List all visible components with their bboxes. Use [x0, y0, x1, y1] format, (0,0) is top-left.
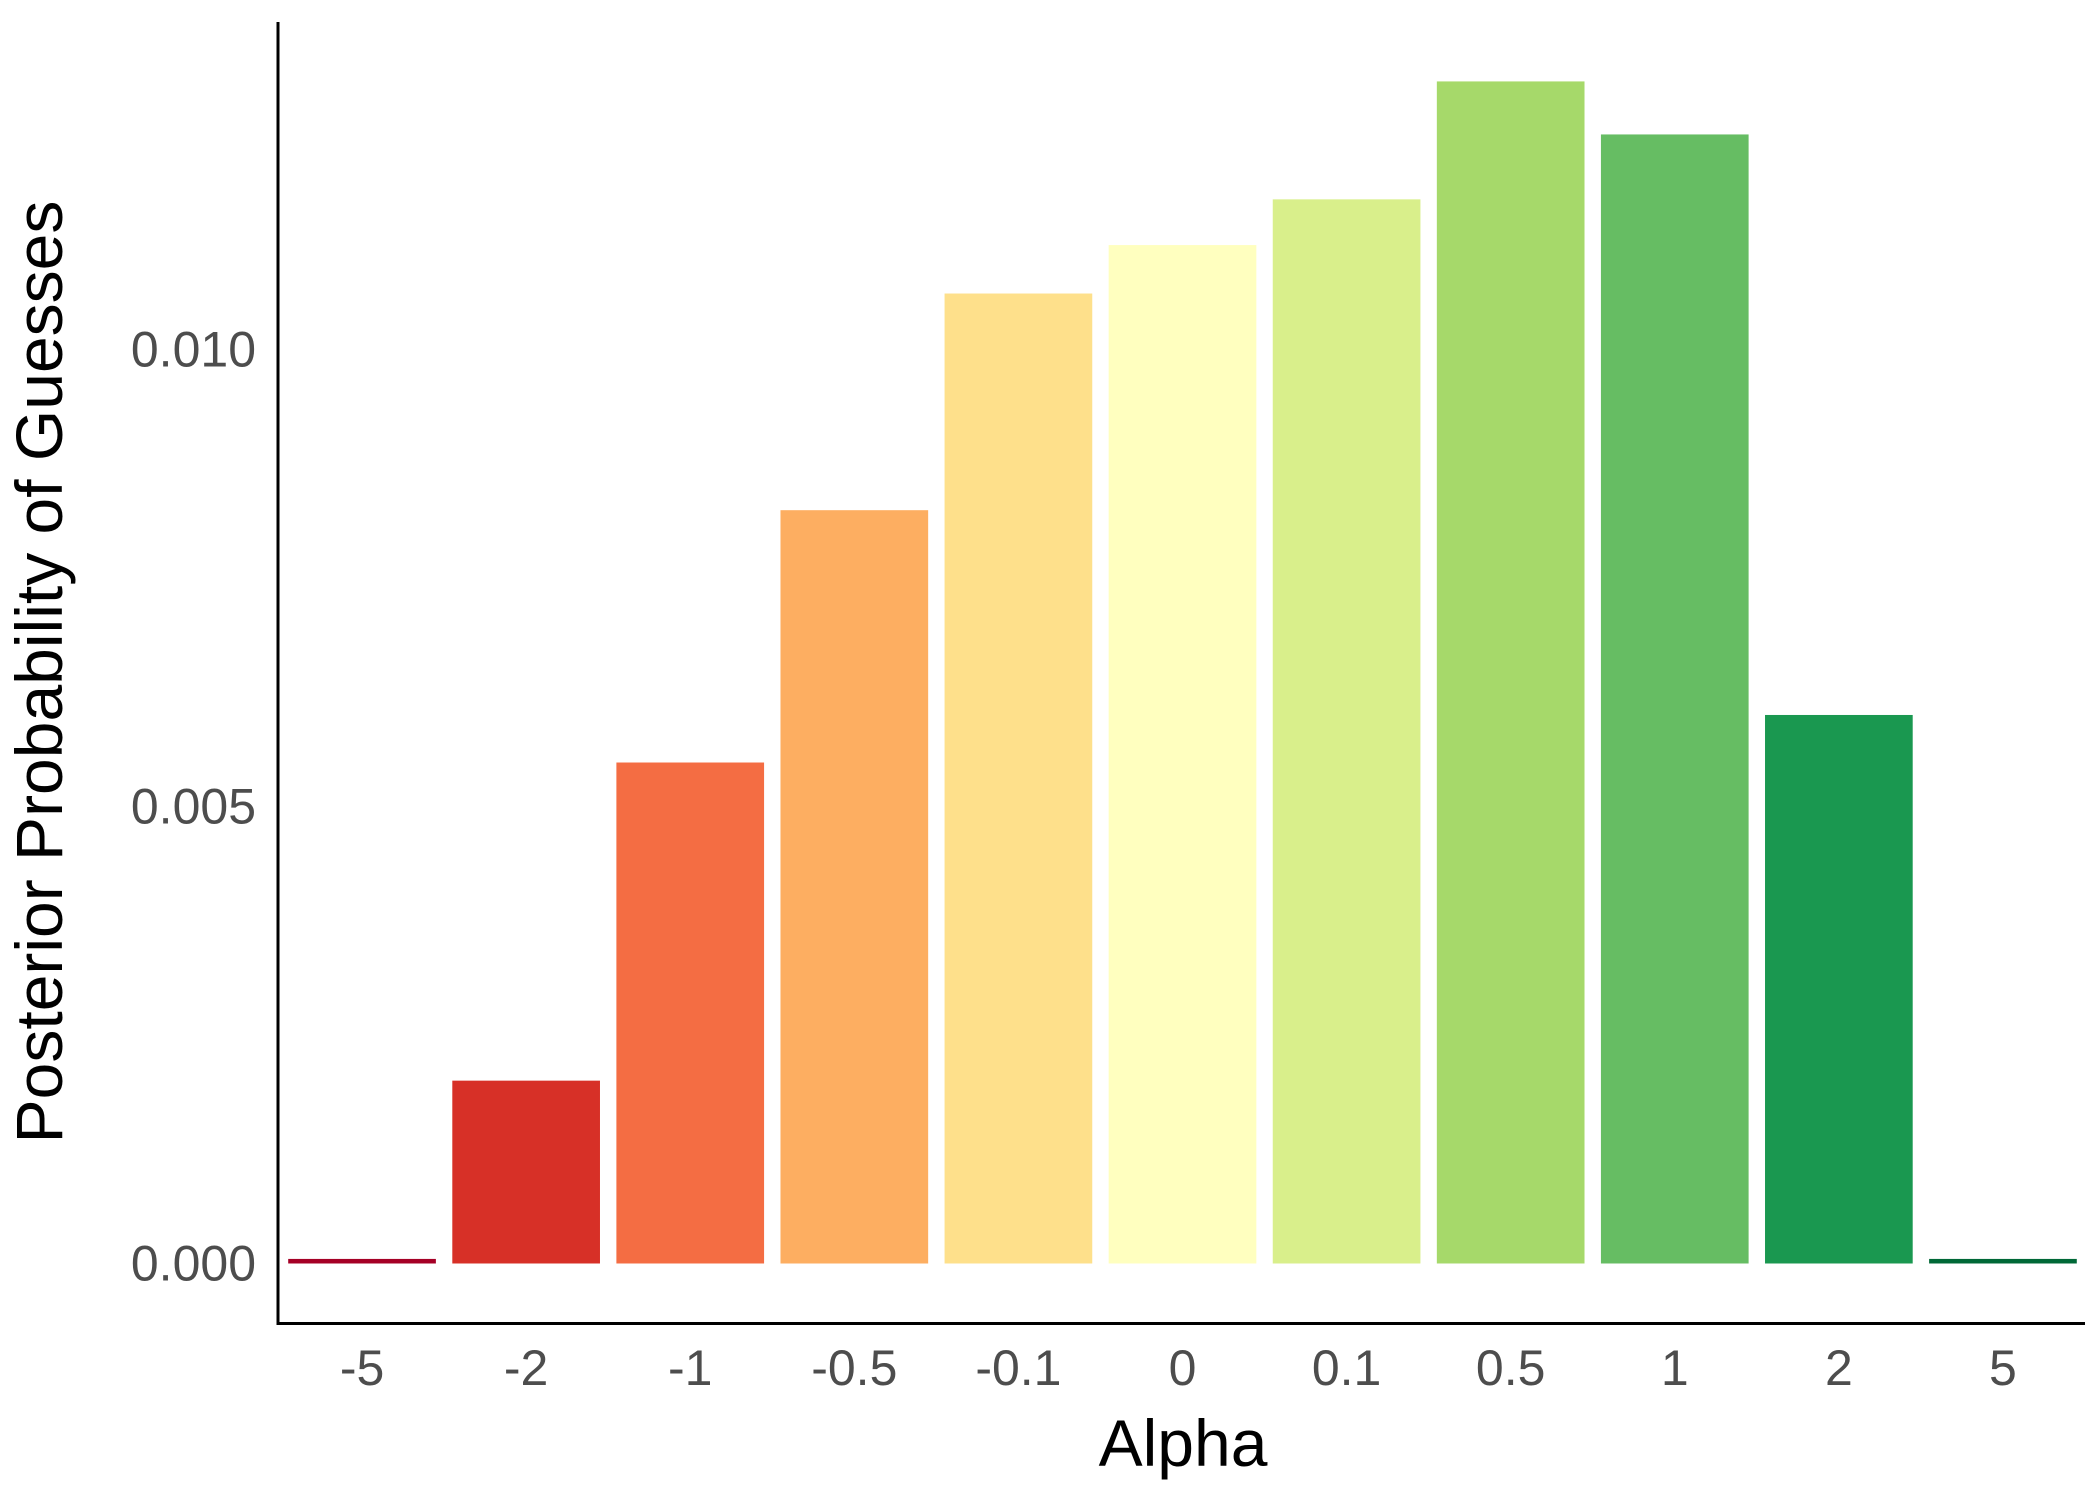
bar--2 [452, 1080, 600, 1264]
x-tick-label: 2 [1825, 1340, 1853, 1396]
x-tick-label: 0 [1169, 1340, 1197, 1396]
x-tick-label: -2 [504, 1340, 548, 1396]
bars-group [288, 81, 2077, 1264]
bar--0.1 [944, 293, 1093, 1264]
y-tick-label: 0.005 [131, 778, 256, 834]
bar--0.5 [780, 510, 929, 1264]
bar--5 [288, 1258, 436, 1264]
x-tick-label: -0.1 [975, 1340, 1061, 1396]
bar-0.5 [1436, 81, 1585, 1264]
x-tick-label: 0.1 [1312, 1340, 1382, 1396]
bar-5 [1929, 1258, 2077, 1264]
y-tick-label: 0.010 [131, 321, 256, 377]
bar--1 [616, 762, 765, 1264]
bar-2 [1765, 714, 1913, 1264]
x-tick-label: -0.5 [811, 1340, 897, 1396]
x-tick-label: -1 [668, 1340, 712, 1396]
x-ticks-group: -5 -2 -1 -0.5 -0.1 0 0.1 0.5 1 2 5 [340, 1340, 2017, 1396]
x-axis-title: Alpha [1099, 1406, 1268, 1480]
bar-0.1 [1272, 199, 1421, 1264]
x-tick-label: 0.5 [1476, 1340, 1546, 1396]
y-ticks-group: 0.000 0.005 0.010 [131, 321, 256, 1291]
y-axis-title: Posterior Probability of Guesses [2, 201, 76, 1144]
bar-0 [1108, 245, 1257, 1264]
x-tick-label: 1 [1661, 1340, 1689, 1396]
x-tick-label: -5 [340, 1340, 384, 1396]
y-tick-label: 0.000 [131, 1235, 256, 1291]
bar-1 [1600, 134, 1749, 1264]
x-tick-label: 5 [1989, 1340, 2017, 1396]
